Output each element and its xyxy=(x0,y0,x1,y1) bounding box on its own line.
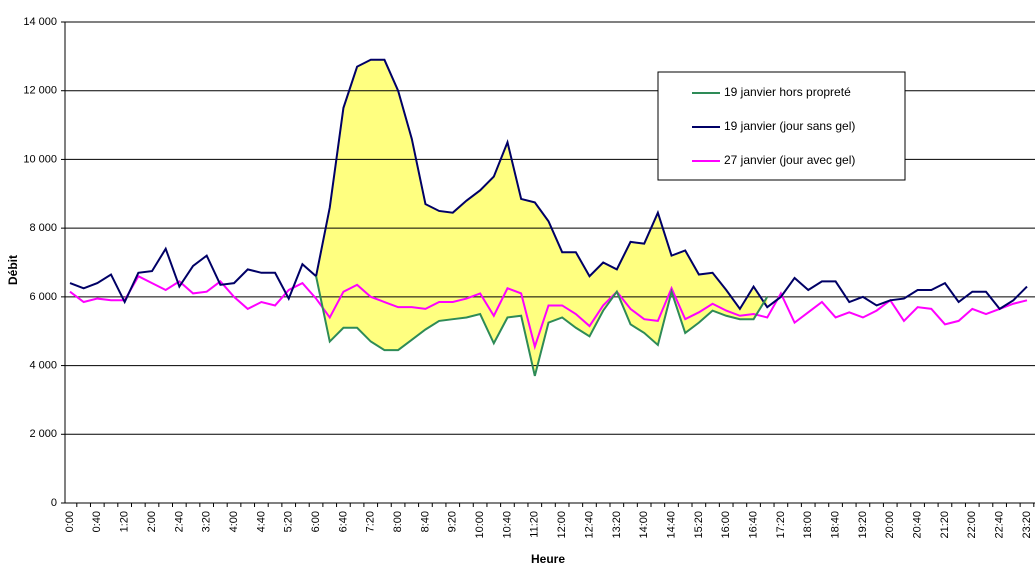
x-tick-label: 2:40 xyxy=(173,511,185,532)
y-tick-label: 6 000 xyxy=(29,291,57,303)
x-tick-label: 12:40 xyxy=(583,511,595,539)
x-tick-label: 21:20 xyxy=(939,511,951,539)
x-tick-label: 17:20 xyxy=(775,511,787,539)
x-tick-label: 2:00 xyxy=(146,511,158,532)
legend-label: 19 janvier (jour sans gel) xyxy=(724,119,855,133)
legend-label: 27 janvier (jour avec gel) xyxy=(724,153,855,167)
x-tick-label: 22:00 xyxy=(966,511,978,539)
x-tick-label: 18:40 xyxy=(830,511,842,539)
x-tick-label: 5:20 xyxy=(283,511,295,532)
x-tick-label: 16:40 xyxy=(747,511,759,539)
x-axis-label: Heure xyxy=(531,552,565,566)
y-tick-label: 14 000 xyxy=(23,16,57,28)
y-axis-label: Débit xyxy=(6,255,20,285)
y-tick-label: 2 000 xyxy=(29,428,57,440)
x-tick-label: 4:00 xyxy=(228,511,240,532)
series-line xyxy=(315,276,769,377)
series-line xyxy=(69,58,1028,311)
x-tick-label: 15:20 xyxy=(693,511,705,539)
x-tick-label: 14:40 xyxy=(665,511,677,539)
legend-label: 19 janvier hors propreté xyxy=(724,85,851,99)
x-tick-label: 14:00 xyxy=(638,511,650,539)
legend: 19 janvier hors propreté 19 janvier (jour… xyxy=(657,71,906,181)
x-tick-label: 3:20 xyxy=(201,511,213,532)
x-tick-label: 0:00 xyxy=(64,511,76,532)
y-tick-label: 10 000 xyxy=(23,153,57,165)
x-tick-label: 7:20 xyxy=(365,511,377,532)
x-tick-label: 13:20 xyxy=(611,511,623,539)
x-tick-label: 9:20 xyxy=(447,511,459,532)
x-tick-label: 19:20 xyxy=(857,511,869,539)
series-line xyxy=(69,274,1028,351)
x-tick-label: 6:40 xyxy=(337,511,349,532)
y-tick-label: 8 000 xyxy=(29,222,57,234)
x-tick-label: 12:00 xyxy=(556,511,568,539)
x-tick-label: 6:00 xyxy=(310,511,322,532)
x-tick-label: 22:40 xyxy=(994,511,1006,539)
y-tick-label: 0 xyxy=(51,497,57,509)
y-tick-label: 4 000 xyxy=(29,359,57,371)
x-tick-label: 8:40 xyxy=(419,511,431,532)
x-tick-label: 20:40 xyxy=(912,511,924,539)
x-tick-label: 4:40 xyxy=(255,511,267,532)
x-tick-label: 10:00 xyxy=(474,511,486,539)
x-tick-label: 18:00 xyxy=(802,511,814,539)
x-tick-label: 0:40 xyxy=(91,511,103,532)
x-tick-label: 8:00 xyxy=(392,511,404,532)
x-tick-label: 23:20 xyxy=(1021,511,1033,539)
x-tick-label: 10:40 xyxy=(501,511,513,539)
y-tick-label: 12 000 xyxy=(23,85,57,97)
x-tick-label: 11:20 xyxy=(529,511,541,538)
x-tick-label: 1:20 xyxy=(119,511,131,532)
x-tick-label: 20:00 xyxy=(884,511,896,539)
x-tick-label: 16:00 xyxy=(720,511,732,539)
